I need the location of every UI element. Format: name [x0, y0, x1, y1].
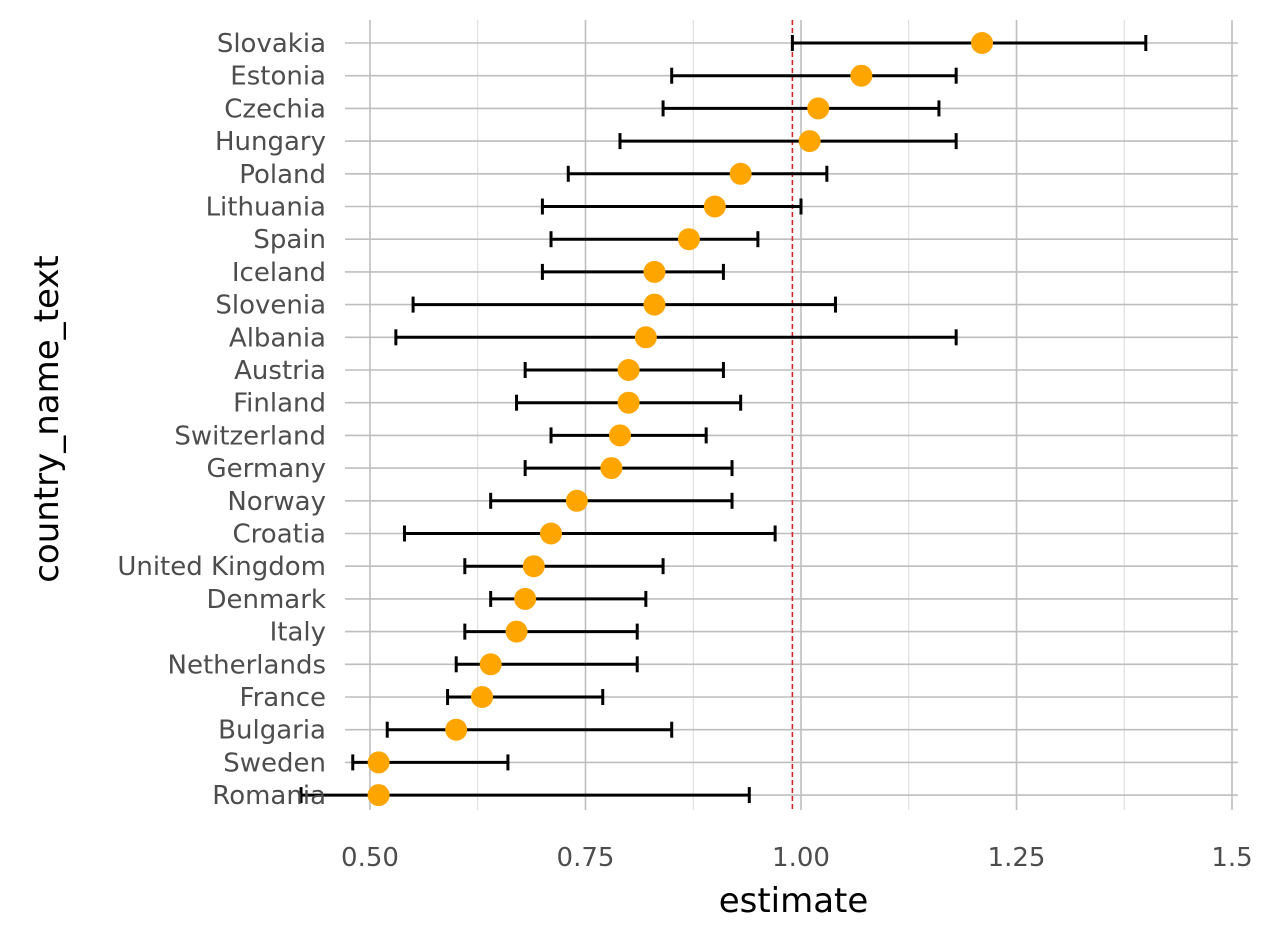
x-tick-label: 1.5 — [1211, 843, 1252, 873]
y-tick-labels: SlovakiaEstoniaCzechiaHungaryPolandLithu… — [117, 29, 326, 811]
y-tick-label: Croatia — [233, 520, 326, 550]
estimate-point — [445, 718, 468, 741]
y-tick-label: Iceland — [232, 258, 326, 288]
estimate-point — [643, 293, 666, 316]
y-tick-label: Bulgaria — [218, 716, 326, 746]
errorbar — [463, 558, 665, 575]
y-tick-label: Austria — [234, 356, 326, 386]
errorbar — [402, 525, 777, 542]
estimate-point — [703, 195, 726, 218]
errorbar — [523, 460, 734, 477]
y-tick-label: Norway — [227, 487, 326, 517]
errorbar — [446, 689, 605, 705]
y-tick-label: Romania — [212, 781, 326, 811]
errorbar — [540, 198, 803, 215]
estimate-point — [471, 686, 494, 708]
y-tick-label: Germany — [206, 454, 326, 484]
x-axis-title: estimate — [719, 881, 869, 921]
points — [367, 32, 994, 807]
y-tick-label: Switzerland — [174, 421, 326, 451]
y-tick-label: Netherlands — [168, 650, 327, 680]
errorbar — [385, 721, 674, 738]
estimate-point — [540, 522, 563, 545]
y-tick-label: France — [240, 683, 326, 713]
estimate-point — [634, 326, 657, 349]
estimate-point — [850, 64, 873, 87]
y-tick-label: United Kingdom — [117, 552, 326, 582]
x-tick-label: 1.00 — [772, 843, 830, 873]
estimate-point — [798, 130, 821, 153]
errorbar — [489, 492, 734, 509]
y-tick-label: Slovakia — [217, 29, 326, 59]
errorbar — [618, 133, 958, 150]
estimate-point — [600, 457, 623, 480]
errorbar — [540, 263, 725, 280]
errorbar — [549, 231, 760, 248]
estimate-point — [565, 489, 588, 512]
estimate-point — [367, 751, 390, 774]
y-axis-title: country_name_text — [27, 255, 67, 583]
estimate-point — [807, 97, 830, 120]
errorbar — [463, 623, 639, 640]
errorbar — [661, 100, 941, 117]
estimate-point — [971, 32, 994, 54]
x-tick-labels: 0.50 0.75 1.00 1.25 1.5 — [341, 843, 1253, 873]
estimate-point — [617, 359, 640, 381]
y-tick-label: Italy — [270, 618, 326, 648]
estimate-point — [479, 653, 502, 676]
estimate-point — [643, 260, 666, 283]
errorbar — [394, 329, 958, 346]
y-tick-label: Albania — [229, 323, 326, 353]
y-tick-label: Finland — [233, 389, 326, 419]
estimate-point — [367, 784, 390, 807]
y-tick-label: Lithuania — [206, 193, 326, 223]
y-tick-label: Czechia — [224, 94, 326, 124]
errorbar — [566, 165, 829, 182]
estimate-point — [514, 587, 537, 610]
y-tick-label: Spain — [253, 225, 326, 255]
x-tick-label: 0.75 — [557, 843, 615, 873]
errorbar — [489, 590, 648, 607]
y-tick-label: Denmark — [206, 585, 326, 615]
y-tick-label: Sweden — [223, 748, 326, 778]
estimate-point — [608, 424, 631, 447]
errorbar — [411, 296, 837, 313]
errorbars — [299, 35, 1148, 804]
estimate-point — [729, 162, 752, 185]
x-tick-label: 1.25 — [988, 843, 1046, 873]
estimate-point — [505, 620, 528, 643]
estimate-point — [522, 555, 545, 578]
estimate-point — [617, 391, 640, 414]
y-tick-label: Hungary — [215, 127, 326, 157]
x-tick-label: 0.50 — [341, 843, 399, 873]
y-tick-label: Estonia — [230, 62, 326, 92]
errorbar — [790, 35, 1148, 51]
y-tick-label: Slovenia — [215, 291, 326, 321]
y-tick-label: Poland — [239, 160, 326, 190]
estimate-point — [677, 228, 700, 251]
errorbar — [670, 67, 958, 84]
